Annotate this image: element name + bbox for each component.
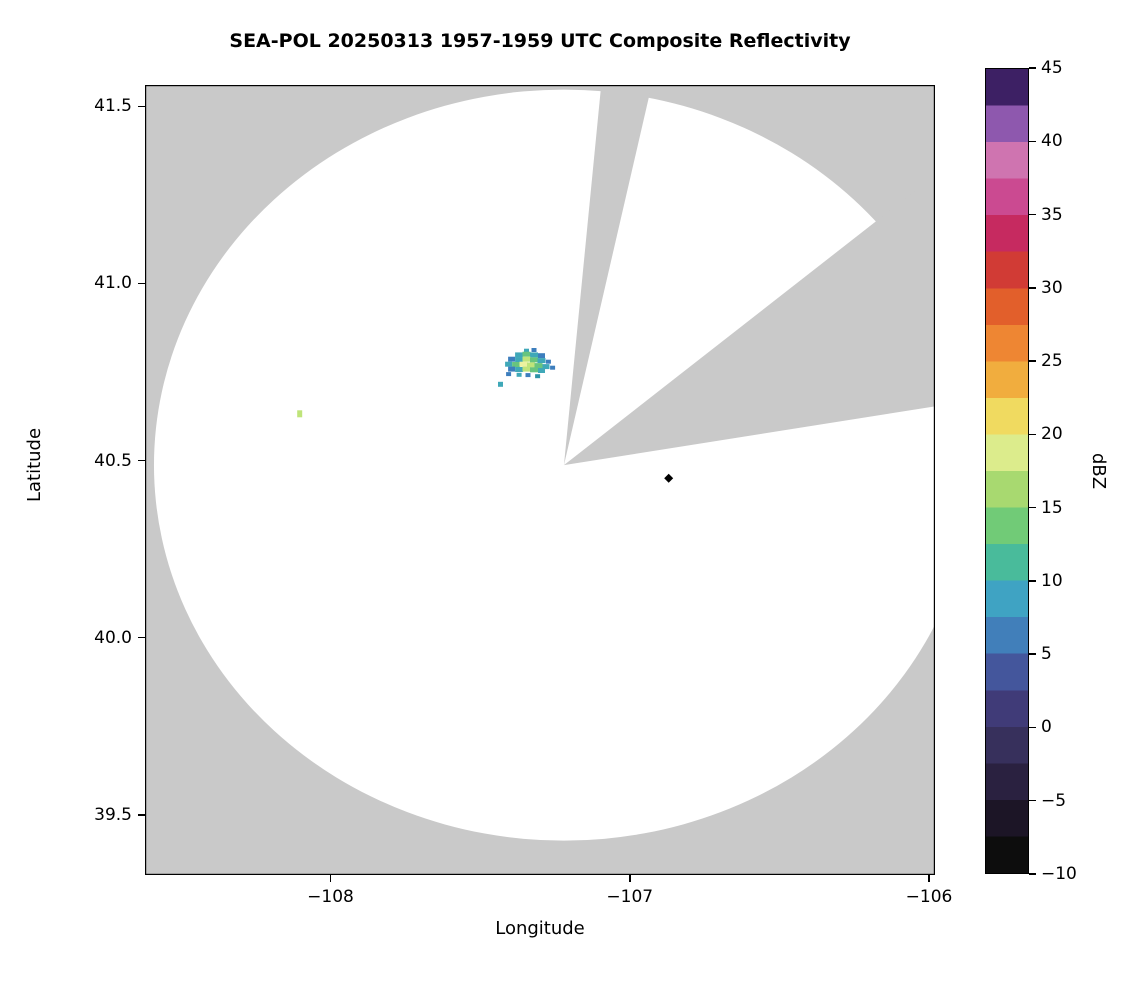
colorbar-tick-mark	[1029, 799, 1036, 802]
colorbar-tick-label: 35	[1041, 204, 1063, 225]
x-tick-mark	[329, 875, 332, 882]
colorbar-tick-mark	[1029, 360, 1036, 362]
colorbar-tick-label: 20	[1041, 424, 1063, 445]
colorbar-tick-mark	[1029, 287, 1036, 289]
colorbar-tick-label: 45	[1041, 58, 1063, 78]
y-tick-mark	[138, 282, 145, 285]
colorbar-tick-mark	[1029, 580, 1036, 582]
x-tick-mark	[928, 875, 930, 882]
x-axis-label: Longitude	[495, 918, 585, 939]
colorbar-tick-mark	[1029, 213, 1036, 216]
colorbar-tick-mark	[1029, 433, 1036, 436]
radar-plot-canvas	[145, 85, 935, 875]
colorbar-tick-label: 5	[1041, 644, 1052, 665]
colorbar-tick-mark	[1029, 873, 1036, 875]
colorbar-tick-label: −10	[1041, 864, 1077, 884]
colorbar-tick-label: 15	[1041, 497, 1063, 518]
colorbar-tick-label: 0	[1041, 717, 1052, 738]
x-tick-label: −107	[606, 887, 654, 907]
x-tick-label: −108	[307, 887, 354, 907]
colorbar-label: dBZ	[1088, 452, 1109, 490]
radar-plot	[145, 85, 935, 875]
colorbar-tick-mark	[1029, 726, 1036, 729]
colorbar-tick-mark	[1029, 140, 1036, 143]
y-tick-mark	[138, 105, 145, 107]
y-tick-mark	[138, 636, 145, 639]
colorbar	[985, 68, 1029, 874]
x-tick-mark	[629, 875, 631, 882]
y-tick-mark	[138, 814, 145, 816]
plot-title: SEA-POL 20250313 1957-1959 UTC Composite…	[229, 30, 851, 52]
y-tick-label: 41.0	[94, 273, 132, 294]
y-axis-label: Latitude	[24, 427, 45, 503]
y-tick-label: 40.0	[94, 627, 132, 648]
colorbar-tick-mark	[1029, 67, 1036, 69]
colorbar-tick-label: −5	[1041, 790, 1067, 811]
colorbar-tick-mark	[1029, 653, 1036, 655]
colorbar-tick-label: 25	[1041, 351, 1063, 372]
colorbar-tick-mark	[1029, 506, 1036, 509]
colorbar-tick-label: 40	[1041, 131, 1063, 152]
y-tick-label: 40.5	[94, 450, 132, 471]
colorbar-tick-label: 10	[1041, 570, 1063, 591]
colorbar-tick-label: 30	[1041, 277, 1063, 298]
y-tick-label: 39.5	[94, 804, 132, 825]
x-tick-label: −106	[905, 887, 953, 907]
y-tick-label: 41.5	[94, 96, 132, 117]
y-tick-mark	[138, 459, 145, 462]
